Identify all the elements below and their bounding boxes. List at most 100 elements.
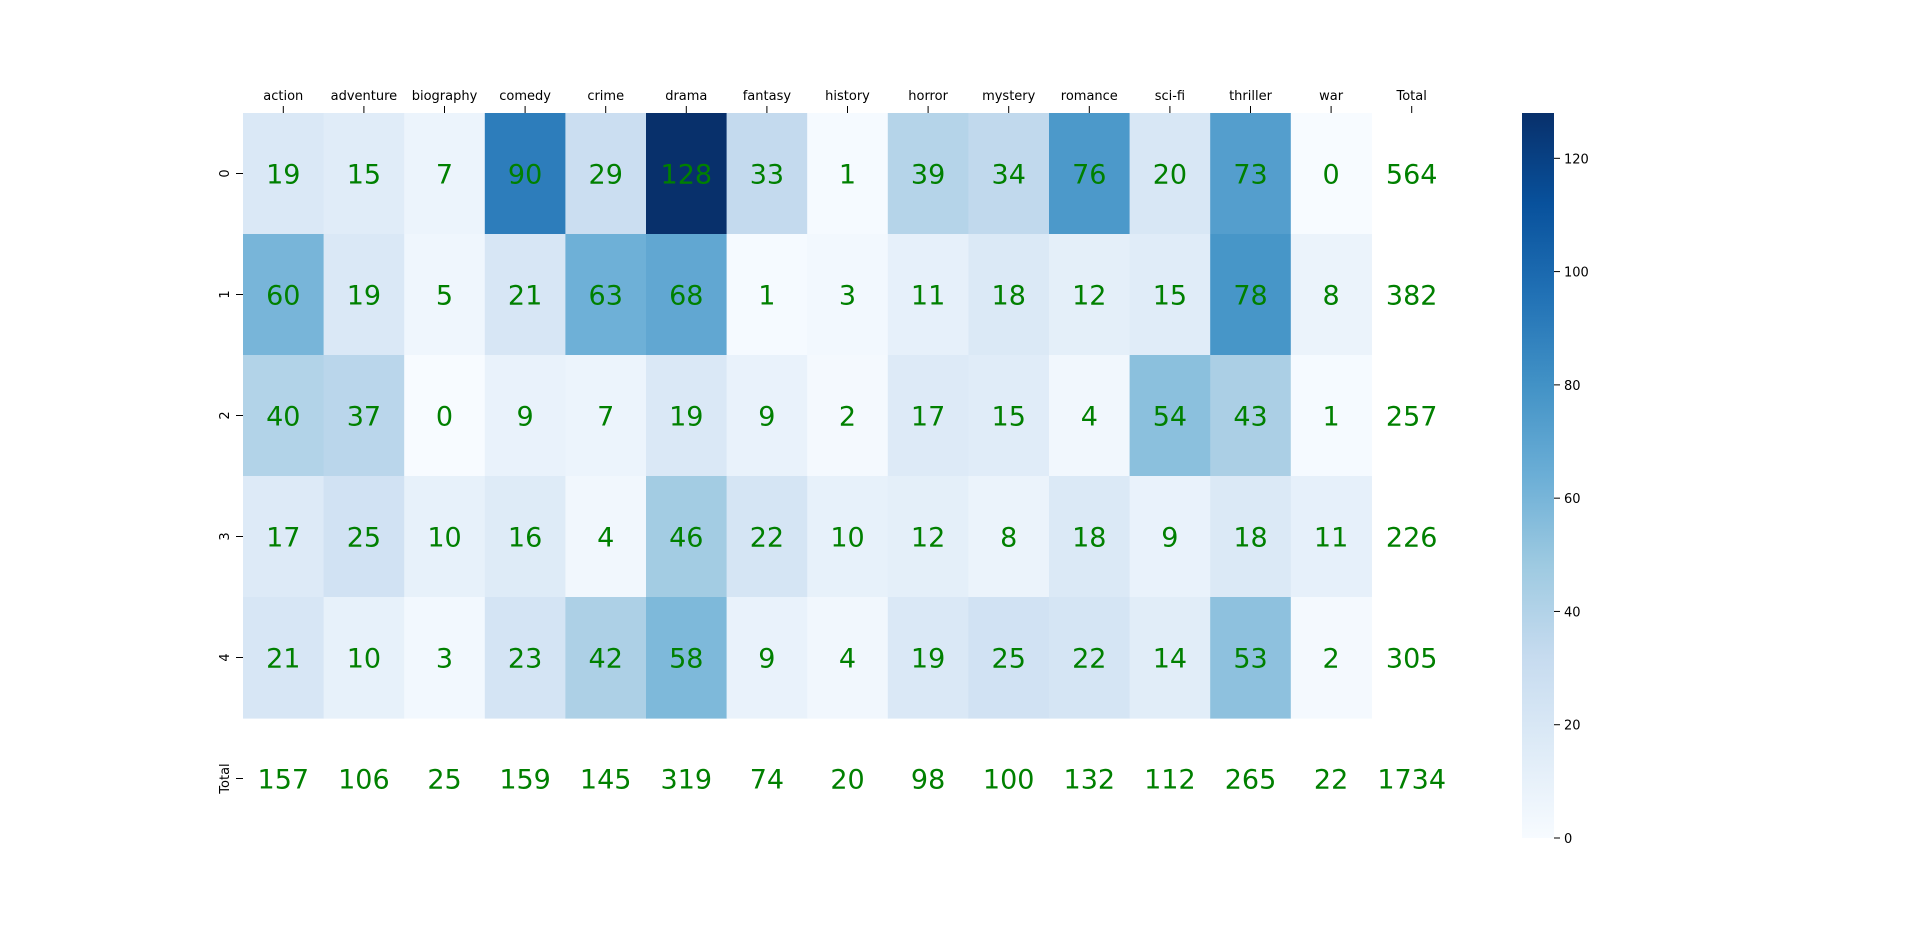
heatmap-cell: [887, 476, 969, 598]
cell-value-label: 34: [992, 160, 1026, 191]
cell-value-label: 145: [580, 765, 632, 796]
cell-value-label: 4: [597, 523, 614, 554]
heatmap-cell: [1210, 113, 1292, 235]
heatmap-cell: [243, 476, 325, 598]
heatmap-cell: [1049, 234, 1131, 356]
heatmap-cell: [484, 597, 566, 719]
cell-value-label: 25: [427, 765, 461, 796]
cell-value-label: 19: [266, 160, 300, 191]
x-tick-label: action: [263, 89, 303, 104]
y-tick-label: 3: [218, 532, 233, 540]
heatmap-cell: [1129, 476, 1211, 598]
heatmap-cell: [1049, 113, 1131, 235]
cell-value-label: 305: [1386, 644, 1438, 675]
cell-value-label: 1734: [1377, 765, 1446, 796]
cell-value-label: 12: [911, 523, 945, 554]
heatmap-cell: [887, 113, 969, 235]
cell-value-label: 43: [1233, 402, 1267, 433]
heatmap-cell: [1049, 597, 1131, 719]
cell-value-label: 4: [1081, 402, 1098, 433]
heatmap-cell: [1129, 597, 1211, 719]
cell-value-label: 22: [750, 523, 784, 554]
x-tick-label: biography: [412, 89, 478, 104]
cell-value-label: 257: [1386, 402, 1438, 433]
heatmap-cell: [404, 476, 486, 598]
cell-value-label: 63: [589, 281, 623, 312]
cell-value-label: 9: [517, 402, 534, 433]
heatmap-cell: [887, 597, 969, 719]
cell-value-label: 78: [1233, 281, 1267, 312]
heatmap-cell: [1290, 597, 1372, 719]
cell-value-label: 60: [266, 281, 300, 312]
cell-value-label: 106: [338, 765, 390, 796]
cell-value-label: 1: [1323, 402, 1340, 433]
cell-value-label: 98: [911, 765, 945, 796]
y-tick-label: 0: [218, 169, 233, 177]
heatmap-cell: [807, 234, 889, 356]
heatmap-cell: [1290, 476, 1372, 598]
cell-value-label: 10: [347, 644, 381, 675]
y-axis-ticks: 0 1 2 3 4 Total: [218, 169, 243, 795]
cell-value-label: 11: [1314, 523, 1348, 554]
cell-value-label: 226: [1386, 523, 1438, 554]
cell-value-label: 22: [1314, 765, 1348, 796]
cell-value-label: 39: [911, 160, 945, 191]
cell-value-label: 29: [589, 160, 623, 191]
heatmap-cell: [484, 355, 566, 477]
cell-value-label: 54: [1153, 402, 1187, 433]
cell-value-label: 20: [1153, 160, 1187, 191]
cell-value-label: 9: [758, 644, 775, 675]
cell-value-label: 18: [1233, 523, 1267, 554]
cell-value-label: 1: [839, 160, 856, 191]
cell-value-label: 112: [1144, 765, 1196, 796]
heatmap-cell: [726, 113, 808, 235]
cell-value-label: 0: [436, 402, 453, 433]
cell-value-label: 37: [347, 402, 381, 433]
cell-value-label: 25: [992, 644, 1026, 675]
cell-value-label: 20: [830, 765, 864, 796]
heatmap-cell: [243, 597, 325, 719]
cell-value-label: 2: [1323, 644, 1340, 675]
cell-value-label: 382: [1386, 281, 1438, 312]
y-tick-label: 1: [218, 290, 233, 298]
heatmap-cell: [404, 113, 486, 235]
heatmap-cell: [1129, 355, 1211, 477]
heatmap-cell: [404, 355, 486, 477]
cell-value-label: 14: [1153, 644, 1187, 675]
colorbar-tick-label: 0: [1564, 832, 1572, 847]
cell-value-label: 21: [508, 281, 542, 312]
cell-value-label: 19: [669, 402, 703, 433]
heatmap-cell: [565, 234, 647, 356]
cell-value-label: 7: [436, 160, 453, 191]
cell-value-label: 8: [1323, 281, 1340, 312]
heatmap-cell: [1049, 476, 1131, 598]
heatmap-cell: [1210, 355, 1292, 477]
heatmap-cell: [646, 597, 728, 719]
heatmap-cell: [404, 234, 486, 356]
heatmap-cell: [1290, 234, 1372, 356]
cell-value-label: 42: [589, 644, 623, 675]
heatmap-cell: [565, 476, 647, 598]
heatmap-cell: [484, 234, 566, 356]
heatmap-cell: [646, 113, 728, 235]
heatmap-cell: [726, 355, 808, 477]
cell-value-label: 265: [1225, 765, 1277, 796]
cell-value-label: 19: [911, 644, 945, 675]
cell-value-label: 76: [1072, 160, 1106, 191]
cell-value-label: 73: [1233, 160, 1267, 191]
cell-value-label: 8: [1000, 523, 1017, 554]
cell-value-label: 17: [266, 523, 300, 554]
colorbar-tick-label: 100: [1564, 266, 1589, 281]
cell-value-label: 17: [911, 402, 945, 433]
heatmap-cell: [887, 355, 969, 477]
heatmap-cell: [565, 597, 647, 719]
cell-value-label: 157: [258, 765, 310, 796]
cell-value-label: 12: [1072, 281, 1106, 312]
heatmap-cell: [243, 113, 325, 235]
heatmap-cell: [968, 476, 1050, 598]
heatmap-cell: [968, 355, 1050, 477]
cell-value-label: 58: [669, 644, 703, 675]
cell-value-label: 132: [1064, 765, 1116, 796]
y-tick-label: 2: [218, 411, 233, 419]
heatmap-cell: [484, 113, 566, 235]
